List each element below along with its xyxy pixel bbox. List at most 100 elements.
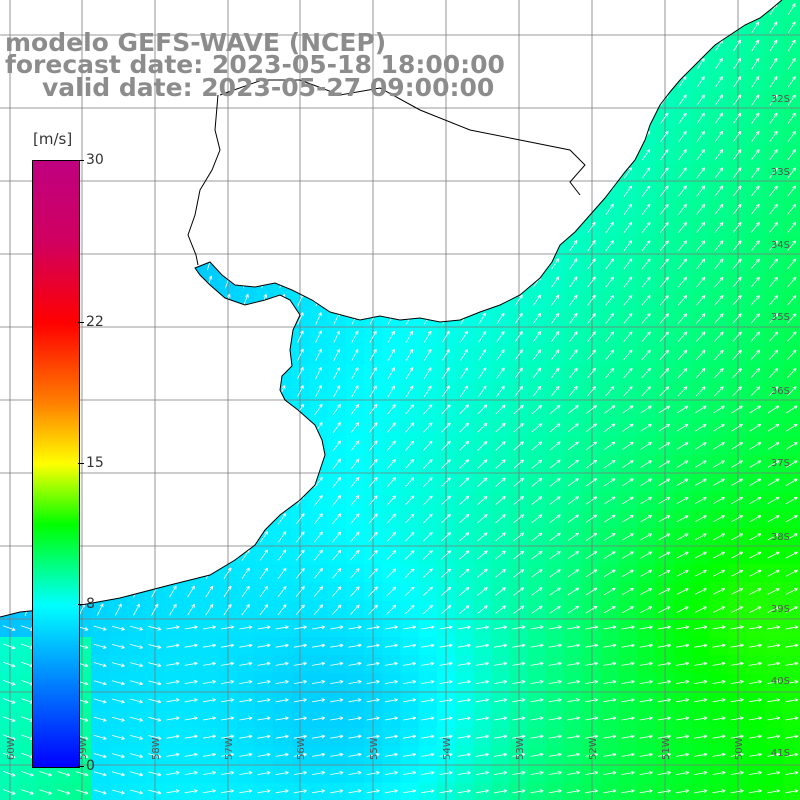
- valid-date: valid date: 2023-05-27 09:00:00: [42, 73, 495, 102]
- arrow-icon: [623, 313, 633, 324]
- arrow-icon: [748, 771, 762, 775]
- arrow-icon: [622, 405, 634, 414]
- arrow-icon: [639, 771, 653, 775]
- wind-cell: [618, 309, 638, 329]
- arrow-icon: [623, 167, 632, 179]
- arrow-icon: [368, 476, 378, 488]
- wind-cell: [127, 600, 147, 620]
- arrow-icon: [587, 221, 596, 234]
- arrow-icon: [315, 366, 322, 380]
- arrow-icon: [386, 604, 397, 615]
- wind-cell: [400, 436, 420, 456]
- wind-cell: [345, 382, 365, 401]
- arrow-icon: [421, 698, 435, 703]
- arrow-icon: [640, 442, 652, 450]
- arrow-icon: [785, 625, 799, 630]
- arrow-icon: [696, 185, 706, 197]
- wind-cell: [382, 527, 401, 547]
- arrow-icon: [277, 604, 287, 616]
- arrow-icon: [21, 789, 34, 795]
- wind-cell: [527, 564, 547, 583]
- arrow-icon: [330, 680, 344, 684]
- arrow-icon: [531, 550, 543, 560]
- arrow-icon: [257, 680, 271, 684]
- wind-cell: [491, 418, 511, 438]
- arrow-icon: [733, 94, 742, 106]
- arrow-icon: [440, 605, 452, 615]
- wind-cell: [564, 491, 583, 511]
- arrow-icon: [676, 625, 690, 630]
- wind-cell: [691, 455, 711, 474]
- wind-cell: [564, 309, 583, 329]
- arrow-icon: [531, 605, 543, 614]
- arrow-icon: [640, 569, 653, 577]
- arrow-icon: [748, 734, 762, 739]
- arrow-icon: [422, 495, 433, 506]
- wind-cell: [455, 418, 474, 438]
- arrow-icon: [257, 789, 271, 794]
- wind-cell: [618, 546, 638, 565]
- arrow-icon: [277, 513, 287, 525]
- wind-cell: [691, 473, 711, 492]
- wind-cell: [400, 582, 420, 602]
- wind-cell: [382, 600, 401, 620]
- arrow-icon: [659, 313, 669, 324]
- arrow-icon: [549, 404, 561, 415]
- wind-cell: [455, 600, 474, 620]
- wind-cell: [673, 564, 693, 583]
- wind-cell: [764, 200, 784, 219]
- arrow-icon: [315, 385, 322, 398]
- arrow-icon: [512, 734, 526, 739]
- arrow-icon: [641, 276, 651, 288]
- wind-cell: [564, 254, 583, 274]
- wind-cell: [618, 182, 638, 201]
- arrow-icon: [548, 716, 562, 721]
- arrow-icon: [166, 625, 180, 630]
- wind-cell: [746, 491, 765, 511]
- wind-cell: [418, 509, 438, 529]
- arrow-icon: [387, 348, 395, 361]
- wind-cell: [564, 273, 583, 292]
- wind-cell: [382, 382, 401, 401]
- arrow-icon: [640, 606, 653, 614]
- arrow-icon: [696, 331, 706, 342]
- arrow-icon: [603, 752, 617, 757]
- arrow-icon: [312, 643, 326, 648]
- arrow-icon: [221, 643, 235, 648]
- arrow-icon: [314, 567, 323, 579]
- wind-cell: [709, 273, 729, 292]
- arrow-icon: [566, 789, 580, 794]
- arrow-icon: [350, 458, 360, 470]
- arrow-icon: [386, 404, 396, 415]
- arrow-icon: [514, 312, 523, 325]
- wind-cell: [728, 473, 747, 492]
- arrow-icon: [531, 477, 543, 487]
- arrow-icon: [366, 680, 380, 684]
- arrow-icon: [477, 441, 488, 451]
- arrow-icon: [585, 551, 598, 559]
- arrow-icon: [549, 423, 561, 433]
- wind-cell: [709, 418, 729, 438]
- arrow-icon: [460, 385, 469, 397]
- arrow-icon: [296, 531, 305, 543]
- arrow-icon: [659, 258, 669, 270]
- arrow-icon: [369, 330, 377, 343]
- wind-cell: [527, 327, 547, 347]
- arrow-icon: [677, 276, 688, 288]
- wind-cell: [564, 291, 583, 310]
- arrow-icon: [513, 423, 524, 433]
- wind-cell: [637, 546, 656, 565]
- arrow-icon: [694, 752, 708, 757]
- wind-cell: [36, 782, 56, 800]
- arrow-icon: [2, 698, 16, 704]
- arrow-icon: [239, 625, 253, 630]
- arrow-icon: [568, 349, 578, 361]
- wind-cell: [473, 400, 492, 420]
- arrow-icon: [678, 76, 687, 88]
- arrow-icon: [441, 404, 451, 415]
- arrow-icon: [457, 716, 471, 721]
- wind-cell: [673, 418, 693, 438]
- arrow-icon: [312, 771, 326, 775]
- arrow-icon: [332, 513, 342, 525]
